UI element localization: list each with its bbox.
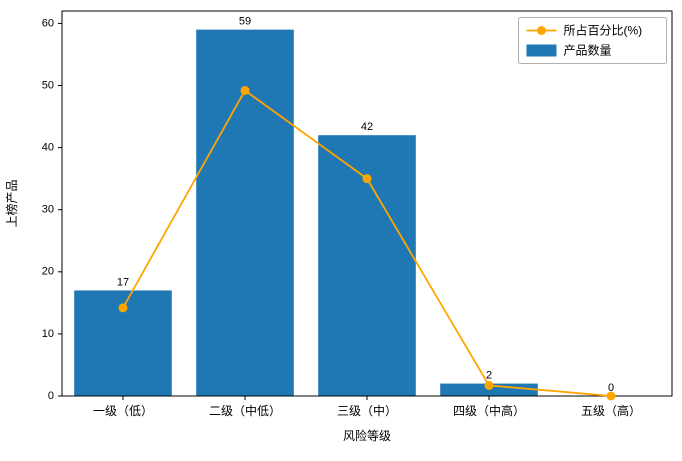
y-axis: 0 10 20 30 40 50 60 [42, 17, 62, 402]
y-tick-label: 20 [42, 266, 54, 278]
bar-value-label: 0 [608, 382, 614, 394]
x-tick-label: 二级（中低） [209, 403, 281, 418]
line-marker [606, 391, 616, 401]
x-tick-label: 一级（低） [93, 404, 153, 418]
legend: 所占百分比(%) 产品数量 [518, 17, 667, 64]
line-marker [118, 303, 128, 313]
y-axis-title: 上榜产品 [4, 179, 19, 227]
line-markers [118, 85, 616, 401]
bar-series [74, 29, 538, 397]
y-tick-label: 60 [42, 17, 54, 29]
legend-marker-sample [537, 26, 546, 35]
legend-square-sample [526, 44, 557, 57]
x-tick-label: 五级（高） [581, 403, 641, 418]
x-tick-label: 四级（中高） [453, 403, 525, 418]
bar-value-label: 2 [486, 370, 492, 382]
x-axis-title: 风险等级 [343, 428, 391, 443]
legend-label: 产品数量 [564, 43, 612, 58]
bar-value-label: 17 [117, 276, 129, 288]
y-tick-label: 50 [42, 79, 54, 91]
bar-value-labels: 17 59 42 2 0 [117, 16, 614, 394]
line-marker [240, 85, 250, 95]
x-axis: 一级（低） 二级（中低） 三级（中） 四级（中高） 五级（高） [93, 396, 641, 418]
y-tick-label: 40 [42, 142, 54, 154]
bar [196, 29, 294, 397]
y-tick-label: 0 [48, 390, 54, 402]
bar-value-label: 59 [239, 16, 251, 28]
line-marker [484, 380, 494, 390]
x-tick-label: 三级（中） [337, 403, 397, 418]
y-tick-label: 10 [42, 328, 54, 340]
bar-value-label: 42 [361, 121, 373, 133]
y-tick-label: 30 [42, 204, 54, 216]
legend-label: 所占百分比(%) [564, 23, 643, 38]
line-marker [362, 174, 372, 184]
